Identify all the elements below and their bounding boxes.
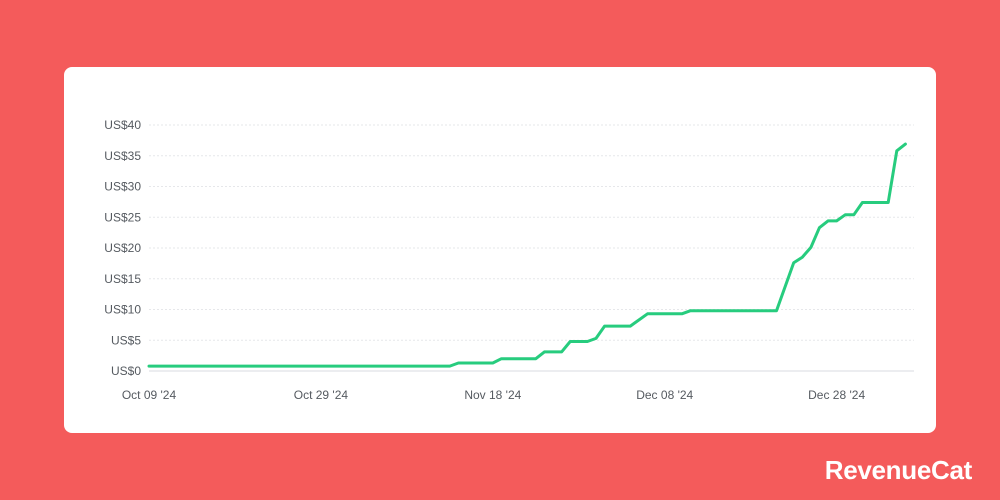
- revenuecat-logo: RevenueCat: [824, 455, 973, 485]
- series-layer: [147, 142, 907, 368]
- y-tick-label: US$25: [104, 210, 141, 224]
- x-tick-label: Dec 28 '24: [808, 388, 865, 402]
- y-tick-label: US$30: [104, 180, 141, 194]
- gridlines: [149, 124, 914, 372]
- y-tick-label: US$15: [104, 272, 141, 286]
- x-tick-label: Oct 09 '24: [122, 388, 177, 402]
- x-tick-label: Dec 08 '24: [636, 388, 693, 402]
- x-axis: Oct 09 '24 Oct 29 '24 Nov 18 '24 Dec 08 '24…: [122, 388, 866, 402]
- y-tick-label: US$40: [104, 118, 141, 132]
- cumulative-revenue-chart: US$0 US$5 US$10 US$15 US$20 US$25 US$30 US$35 US…: [104, 118, 914, 402]
- y-tick-label: US$10: [104, 303, 141, 317]
- y-tick-label: US$20: [104, 241, 141, 255]
- x-tick-label: Nov 18 '24: [464, 388, 521, 402]
- y-axis: US$0 US$5 US$10 US$15 US$20 US$25 US$30 US$35 US…: [104, 118, 141, 378]
- chart-card: US$0 US$5 US$10 US$15 US$20 US$25 US$30 US$35 US…: [64, 67, 936, 433]
- y-tick-label: US$0: [111, 364, 141, 378]
- x-tick-label: Oct 29 '24: [294, 388, 349, 402]
- y-tick-label: US$35: [104, 149, 141, 163]
- y-tick-label: US$5: [111, 333, 141, 347]
- series-line: [147, 142, 907, 368]
